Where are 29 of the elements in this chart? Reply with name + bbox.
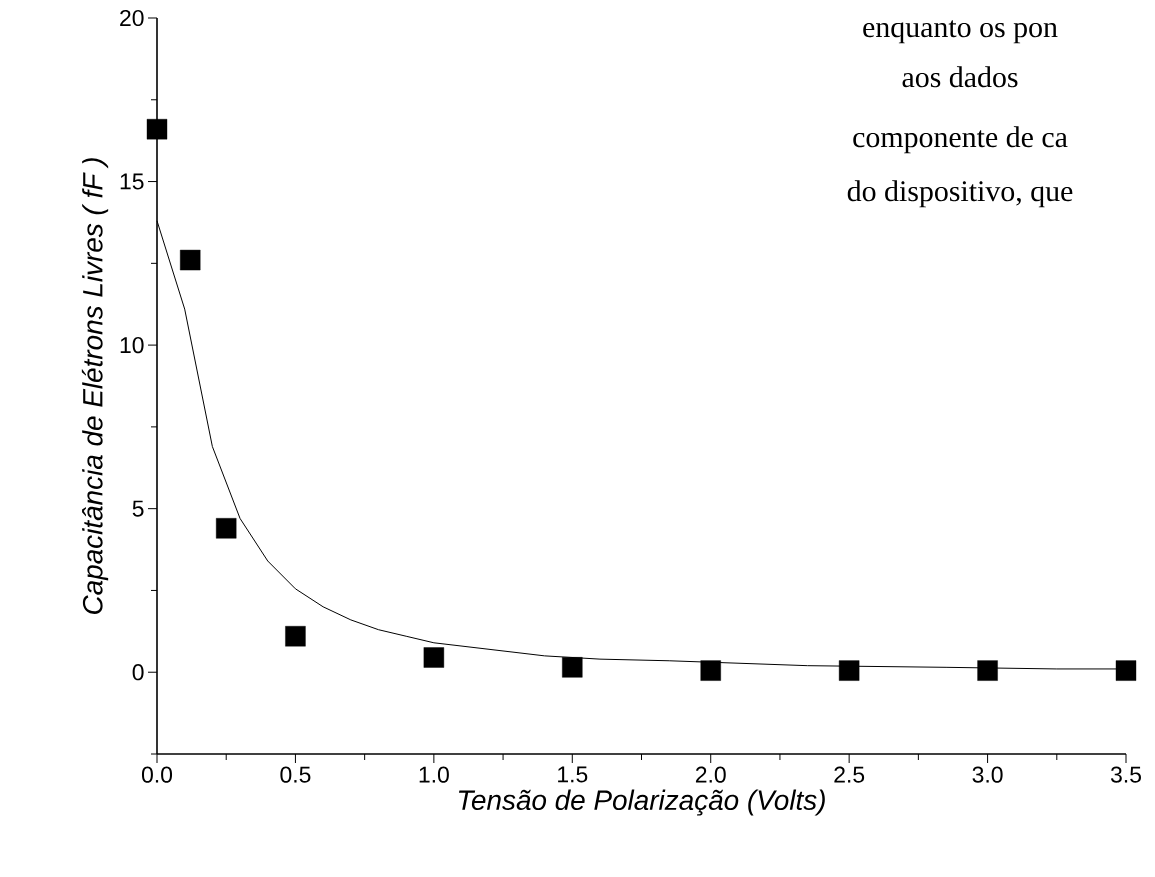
x-tick-label: 1.0 <box>419 766 449 783</box>
x-tick-label: 3.5 <box>1110 766 1141 783</box>
y-tick-label: 15 <box>120 173 144 190</box>
y-axis-title: Capacitância de Elétrons Livres ( fF ) <box>81 158 109 614</box>
point <box>180 249 201 271</box>
x-tick-label: 2.0 <box>695 766 726 783</box>
y-tick-label: 20 <box>120 9 144 27</box>
point <box>562 657 583 678</box>
y-tick-label: 10 <box>120 336 144 354</box>
point <box>216 518 237 539</box>
point <box>700 660 721 681</box>
x-tick-label: 2.5 <box>834 766 865 783</box>
x-tick-label: 1.5 <box>558 766 588 783</box>
x-tick-label: 0.0 <box>141 766 173 783</box>
annotation: enquanto os pon <box>863 20 1058 44</box>
annotation: aos dados <box>902 66 1018 88</box>
x-tick-label: 0.5 <box>280 766 311 783</box>
point <box>1115 660 1137 681</box>
y-tick-label: 0 <box>132 664 144 681</box>
point <box>838 660 860 681</box>
annotation: do dispositivo, que <box>847 180 1073 208</box>
x-axis-title: Tensão de Polarização (Volts) <box>458 789 825 816</box>
point <box>977 660 998 681</box>
point <box>146 119 168 140</box>
annotation: componente de ca <box>853 126 1068 154</box>
point <box>285 626 306 647</box>
point <box>423 647 445 668</box>
x-tick-label: 3.0 <box>972 766 1003 783</box>
y-tick-label: 5 <box>132 500 144 517</box>
